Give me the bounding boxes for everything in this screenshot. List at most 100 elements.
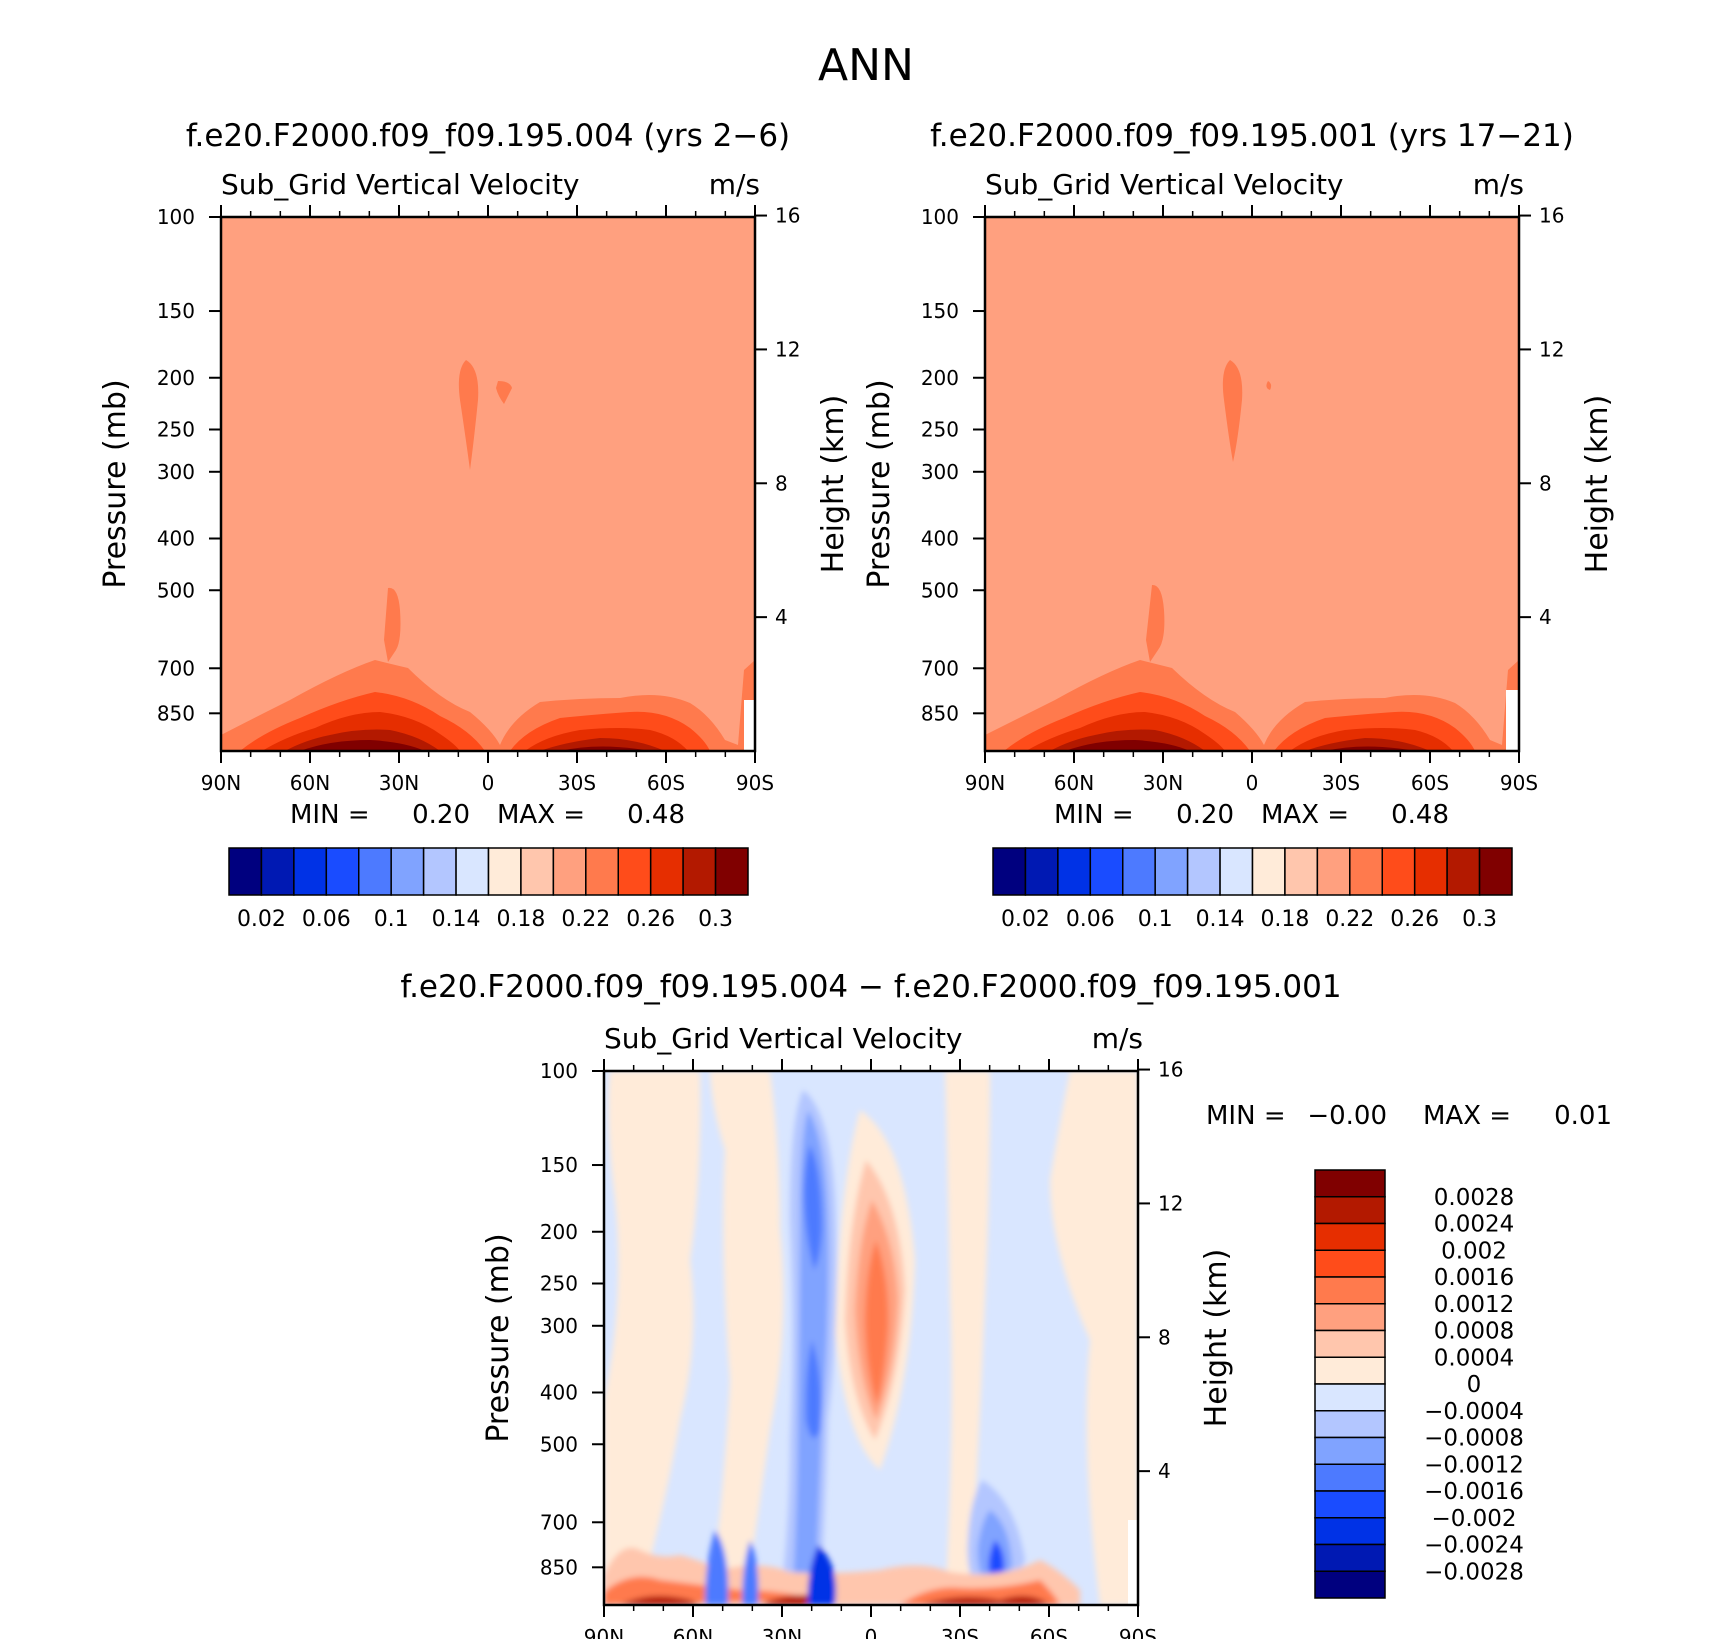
- panel-3: f.e20.F2000.f09_f09.195.004 − f.e20.F200…: [400, 969, 1612, 1639]
- x-tick-label: 60S: [1411, 771, 1449, 795]
- y-right-tick-label: 12: [1158, 1191, 1183, 1215]
- y-right-tick-label: 8: [1158, 1325, 1171, 1349]
- panel-3-low-level-dipole-1: [705, 1530, 759, 1605]
- panel-2-plot-area: [985, 217, 1519, 751]
- colorbar-swatch: [992, 847, 1027, 896]
- y-tick-label: 250: [157, 417, 195, 441]
- panel-3-min-value: −0.00: [1307, 1101, 1387, 1131]
- x-tick-label: 90S: [1119, 1625, 1157, 1639]
- y-tick-label: 850: [921, 701, 959, 725]
- panel-1-colorbar: 0.02 0.06 0.1 0.14 0.18 0.22 0.26 0.3: [228, 847, 749, 932]
- colorbar-swatch: [1314, 1463, 1386, 1492]
- colorbar-swatch: [1024, 847, 1059, 896]
- colorbar-label: 0.14: [432, 907, 481, 932]
- colorbar-swatch: [1314, 1249, 1386, 1278]
- colorbar-label: −0.0004: [1424, 1399, 1524, 1425]
- x-tick-label: 60S: [1030, 1625, 1068, 1639]
- y-tick-label: 250: [540, 1272, 578, 1296]
- colorbar-swatch: [1057, 847, 1092, 896]
- y-tick-label: 100: [540, 1059, 578, 1083]
- colorbar-swatch: [455, 847, 490, 896]
- x-tick-label: 90N: [584, 1625, 624, 1639]
- colorbar-swatch: [1284, 847, 1319, 896]
- y-right-tick-label: 16: [1539, 204, 1564, 228]
- panel-3-low-level-dipole-2: [807, 1545, 836, 1605]
- colorbar-swatch: [1314, 1356, 1386, 1385]
- panel-3-axes: 90N 60N 30N 0 30S 60S 90S 100 150 200 250 300 400 500…: [481, 1058, 1234, 1639]
- x-tick-label: 30S: [941, 1625, 979, 1639]
- colorbar-swatch: [1314, 1169, 1386, 1198]
- y-right-tick-label: 8: [775, 471, 788, 495]
- y-tick-label: 500: [540, 1432, 578, 1456]
- panel-3-min-label: MIN =: [1206, 1101, 1286, 1131]
- colorbar-swatch: [1314, 1543, 1386, 1572]
- colorbar-swatch: [1314, 1196, 1386, 1225]
- y-tick-label: 400: [921, 527, 959, 551]
- panel-2-max-label: MAX =: [1261, 800, 1349, 830]
- panel-1: f.e20.F2000.f09_f09.195.004 (yrs 2−6) Su…: [98, 118, 851, 932]
- y-tick-label: 850: [540, 1555, 578, 1579]
- colorbar-label: 0.0008: [1434, 1319, 1514, 1345]
- colorbar-label: −0.0016: [1424, 1479, 1524, 1505]
- panel-3-positive-band-1: [604, 1071, 701, 1605]
- colorbar-label: 0.0004: [1434, 1345, 1514, 1371]
- y-tick-label: 700: [921, 656, 959, 680]
- y-right-tick-label: 8: [1539, 471, 1552, 495]
- colorbar-label: 0.1: [374, 907, 409, 932]
- panel-1-axes: 90N 60N 30N 0 30S 60S 90S 100 150 200 250 300 400 500…: [98, 204, 851, 795]
- panel-1-max-label: MAX =: [497, 800, 585, 830]
- colorbar-swatch: [260, 847, 295, 896]
- colorbar-label: 0.3: [698, 907, 733, 932]
- colorbar-swatch: [1314, 1570, 1386, 1599]
- x-tick-label: 60N: [1054, 771, 1094, 795]
- y-axis-title: Pressure (mb): [481, 1233, 516, 1442]
- colorbar-swatch: [1314, 1517, 1386, 1546]
- panel-1-plume: [384, 587, 401, 662]
- panel-1-max-value: 0.48: [627, 800, 685, 830]
- panel-3-sh-anomaly-3: [988, 1540, 1005, 1578]
- y-right-axis-title: Height (km): [1580, 395, 1615, 574]
- panel-1-upper-cell-1: [458, 360, 479, 470]
- panel-3-variable-label: Sub_Grid Vertical Velocity: [604, 1022, 963, 1055]
- colorbar-label: 0.1: [1138, 907, 1173, 932]
- colorbar-label: 0: [1467, 1372, 1482, 1398]
- panel-1-upper-cell-2: [496, 381, 512, 404]
- x-tick-label: 90N: [965, 771, 1005, 795]
- panel-3-max-value: 0.01: [1554, 1101, 1612, 1131]
- colorbar-swatch: [714, 847, 749, 896]
- x-tick-label: 30N: [379, 771, 419, 795]
- colorbar-label: −0.0008: [1424, 1426, 1524, 1452]
- colorbar-swatch: [1219, 847, 1254, 896]
- colorbar-swatch: [1154, 847, 1189, 896]
- y-tick-label: 850: [157, 701, 195, 725]
- y-right-tick-label: 4: [1158, 1459, 1171, 1483]
- y-right-tick-label: 4: [1539, 605, 1552, 629]
- y-tick-label: 250: [921, 417, 959, 441]
- colorbar-label: 0.02: [1001, 907, 1050, 932]
- colorbar-swatch: [1251, 847, 1286, 896]
- panel-3-nh-subtropic-anomaly-3: [804, 1145, 822, 1438]
- y-right-tick-label: 12: [775, 337, 800, 361]
- colorbar-label: 0.06: [302, 907, 351, 932]
- panel-1-missing-data: [744, 700, 755, 751]
- colorbar-swatch: [390, 847, 425, 896]
- colorbar-label: −0.0012: [1424, 1452, 1524, 1478]
- colorbar-label: 0.3: [1462, 907, 1497, 932]
- y-tick-label: 150: [157, 299, 195, 323]
- y-tick-label: 400: [157, 527, 195, 551]
- colorbar-swatch: [228, 847, 263, 896]
- y-tick-label: 500: [157, 578, 195, 602]
- x-tick-label: 30S: [1322, 771, 1360, 795]
- colorbar-swatch: [552, 847, 587, 896]
- x-tick-label: 0: [482, 771, 495, 795]
- y-axis-title: Pressure (mb): [862, 379, 897, 588]
- x-tick-label: 60S: [647, 771, 685, 795]
- colorbar-label: 0.18: [496, 907, 545, 932]
- y-tick-label: 300: [157, 460, 195, 484]
- colorbar-swatch: [1089, 847, 1124, 896]
- y-right-tick-label: 16: [775, 204, 800, 228]
- panel-2-axes: 90N 60N 30N 0 30S 60S 90S 100 150 200 250 300 400 500…: [862, 204, 1615, 795]
- x-tick-label: 0: [1246, 771, 1259, 795]
- panel-2-units-label: m/s: [1473, 168, 1524, 201]
